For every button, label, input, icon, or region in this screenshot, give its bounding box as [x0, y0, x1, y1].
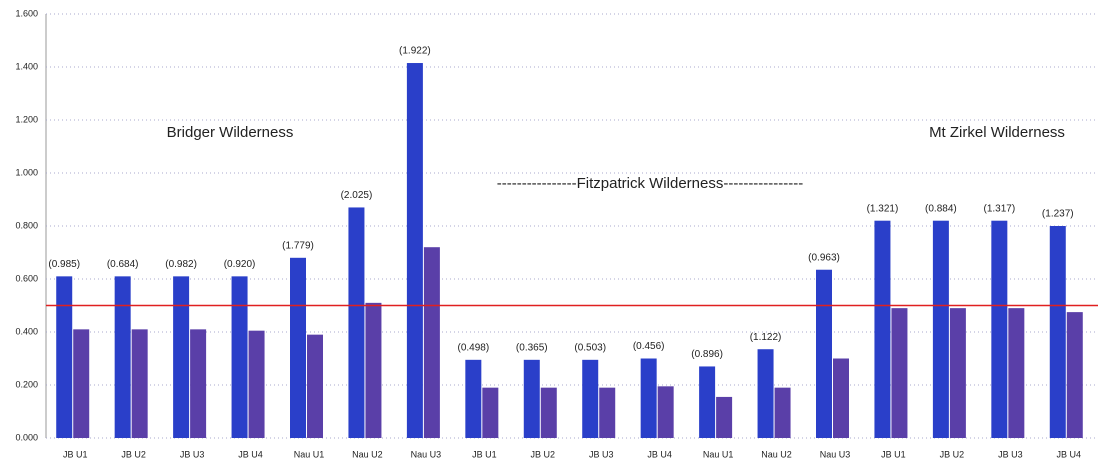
bar: [73, 329, 90, 438]
annotation: (0.456): [633, 341, 665, 352]
bar: [991, 220, 1008, 438]
y-tick-label: 0.600: [15, 273, 38, 283]
y-tick-label: 0.200: [15, 379, 38, 389]
bar: [365, 302, 382, 438]
bar: [816, 269, 832, 438]
bar: [599, 387, 616, 438]
y-tick-label: 1.000: [15, 167, 38, 177]
bar: [874, 220, 891, 438]
bar: [348, 207, 365, 438]
y-tick-label: 0.000: [15, 432, 38, 442]
annotation: (1.317): [983, 203, 1015, 214]
bar: [406, 63, 423, 439]
x-tick-label: JB U2: [531, 449, 556, 459]
bar: [582, 359, 599, 438]
bar: [757, 349, 774, 438]
bar: [190, 329, 207, 438]
annotation: (0.982): [165, 259, 197, 270]
y-tick-label: 1.600: [15, 8, 38, 18]
annotation: (0.365): [516, 342, 548, 353]
x-tick-label: JB U3: [589, 449, 614, 459]
annotation: (0.884): [925, 203, 957, 214]
bar: [891, 308, 908, 438]
bar: [540, 387, 557, 438]
bar: [131, 329, 148, 438]
x-tick-label: Nau U1: [703, 449, 734, 459]
y-tick-label: 0.400: [15, 326, 38, 336]
x-tick-label: JB U1: [63, 449, 88, 459]
bar: [248, 330, 265, 438]
annotation: (0.963): [808, 252, 840, 263]
x-tick-label: JB U4: [238, 449, 263, 459]
group-label: Bridger Wilderness: [167, 124, 294, 141]
bar: [640, 358, 657, 438]
x-tick-label: JB U2: [121, 449, 146, 459]
annotation: (0.920): [224, 259, 256, 270]
x-tick-label: JB U1: [472, 449, 497, 459]
x-tick-label: JB U4: [647, 449, 672, 459]
y-tick-label: 1.200: [15, 114, 38, 124]
annotation: (0.503): [574, 342, 606, 353]
x-tick-label: JB U2: [940, 449, 965, 459]
annotation: (1.922): [399, 46, 431, 57]
annotation: (0.498): [457, 342, 489, 353]
x-tick-label: JB U4: [1057, 449, 1082, 459]
group-label: ----------------Fitzpatrick Wilderness--…: [497, 175, 804, 192]
bar: [114, 276, 131, 438]
bar: [774, 387, 791, 438]
annotation: (2.025): [341, 190, 373, 201]
y-tick-label: 1.400: [15, 61, 38, 71]
annotation: (1.237): [1042, 209, 1074, 220]
x-tick-label: Nau U3: [820, 449, 851, 459]
x-tick-label: Nau U2: [761, 449, 792, 459]
bar: [1008, 308, 1025, 438]
bar: [1066, 312, 1083, 438]
annotation: (1.779): [282, 240, 314, 251]
annotation: (1.321): [867, 203, 899, 214]
bar: [173, 276, 190, 438]
bar: [56, 276, 73, 438]
x-tick-label: JB U3: [998, 449, 1023, 459]
x-tick-label: Nau U2: [352, 449, 383, 459]
x-tick-label: Nau U3: [411, 449, 442, 459]
annotation: (0.896): [691, 349, 723, 360]
y-tick-label: 0.800: [15, 220, 38, 230]
annotation: (0.684): [107, 259, 139, 270]
group-label: Mt Zirkel Wilderness: [929, 124, 1065, 141]
bar: [423, 247, 440, 438]
bar: [657, 386, 674, 438]
bar: [833, 358, 849, 438]
bar: [699, 366, 716, 438]
annotation: (0.985): [48, 259, 80, 270]
bar: [949, 308, 966, 438]
bar: [307, 334, 323, 438]
annotation: (1.122): [750, 332, 782, 343]
x-tick-label: JB U1: [881, 449, 906, 459]
bar: [523, 359, 540, 438]
bar: [716, 396, 733, 438]
bar: [932, 220, 949, 438]
bar: [231, 276, 248, 438]
bar: [290, 257, 306, 438]
bar: [482, 387, 499, 438]
bar: [1049, 226, 1066, 438]
bar: [465, 359, 482, 438]
x-tick-label: Nau U1: [294, 449, 325, 459]
x-tick-label: JB U3: [180, 449, 205, 459]
